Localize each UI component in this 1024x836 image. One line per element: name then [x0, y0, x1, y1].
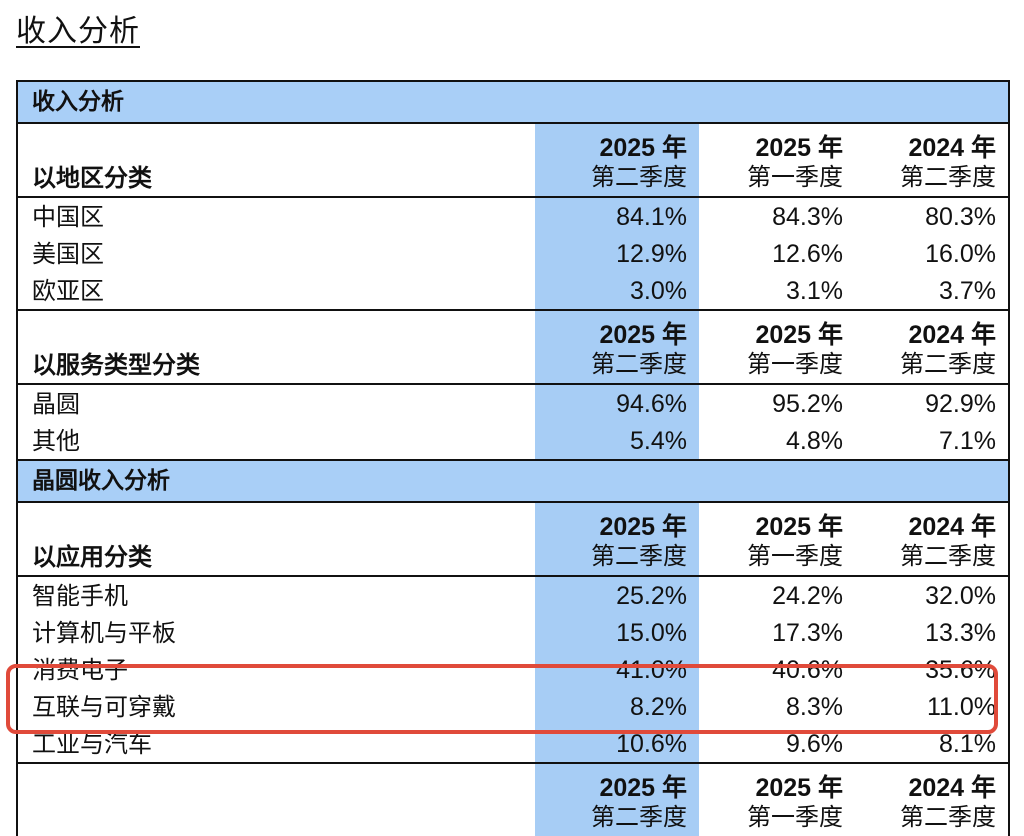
table-row: 智能手机 25.2% 24.2% 32.0% — [17, 575, 1009, 614]
column-header-year: 2025 年 — [755, 134, 843, 162]
column-header-quarter: 第二季度 — [900, 542, 996, 570]
revenue-analysis-table-container: 收入分析 以地区分类 2025 年第二季度 2025 年第一季度 2024 年第二季度中… — [16, 80, 1010, 836]
row-value: 16.0% — [925, 239, 996, 268]
section-title: 收入分析 — [16, 80, 1010, 124]
table-row: 互联与可穿戴 8.2% 8.3% 11.0% — [17, 688, 1009, 725]
row-value: 11.0% — [926, 692, 996, 721]
row-value: 12.9% — [535, 235, 699, 272]
column-header-year: 2025 年 — [755, 513, 843, 541]
column-header-year: 2024 年 — [908, 774, 996, 802]
column-header-quarter: 第一季度 — [747, 803, 843, 831]
column-header-year: 2025 年 — [755, 774, 843, 802]
row-value: 95.2% — [699, 383, 855, 422]
column-header: 2024 年第二季度 — [855, 762, 1009, 836]
column-header-year: 2025 年 — [755, 321, 843, 349]
row-value: 4.8% — [786, 426, 843, 455]
page-title: 收入分析 — [16, 14, 140, 49]
row-value: 41.0% — [535, 651, 699, 688]
row-label: 晶圆 — [17, 383, 535, 422]
group-label: 以应用分类 — [17, 501, 535, 576]
row-value: 40.6% — [772, 655, 843, 684]
column-header-quarter: 第二季度 — [591, 163, 687, 191]
row-value: 84.3% — [699, 196, 855, 235]
column-header-year: 2025 年 — [599, 774, 687, 802]
column-header-year: 2024 年 — [908, 134, 996, 162]
table-row: 计算机与平板 15.0% 17.3% 13.3% — [17, 614, 1009, 651]
column-header-quarter: 第二季度 — [591, 542, 687, 570]
row-label: 互联与可穿戴 — [32, 692, 176, 721]
column-header: 2025 年第二季度 — [535, 762, 699, 836]
column-header-quarter: 第一季度 — [747, 542, 843, 570]
row-value: 3.0% — [535, 272, 699, 310]
column-header: 2024 年第二季度 — [855, 501, 1009, 576]
row-label: 计算机与平板 — [32, 618, 176, 647]
group-header-row: 以应用分类 2025 年第二季度 2025 年第一季度 2024 年第二季度 — [17, 501, 1009, 576]
row-label: 消费电子 — [32, 655, 128, 684]
table-row: 欧亚区 3.0% 3.1% 3.7% — [17, 272, 1009, 310]
row-value: 13.3% — [925, 618, 996, 647]
column-header-quarter: 第一季度 — [747, 350, 843, 378]
column-header-year: 2025 年 — [599, 321, 687, 349]
row-label: 其他 — [32, 426, 80, 455]
section-header-row: 收入分析 — [16, 80, 1010, 124]
column-header: 2024 年第二季度 — [855, 122, 1009, 197]
row-label: 美国区 — [32, 239, 104, 268]
table-row: 其他 5.4% 4.8% 7.1% — [17, 422, 1009, 460]
row-value: 35.6% — [925, 655, 996, 684]
row-value: 92.9% — [855, 383, 1009, 422]
row-value: 3.7% — [939, 276, 996, 305]
column-header-quarter: 第二季度 — [900, 163, 996, 191]
group-header-row: 以地区分类 2025 年第二季度 2025 年第一季度 2024 年第二季度 — [17, 122, 1009, 197]
row-value: 25.2% — [535, 575, 699, 614]
row-label: 中国区 — [17, 196, 535, 235]
revenue-analysis-table: 收入分析 以地区分类 2025 年第二季度 2025 年第一季度 2024 年第二季度中… — [16, 80, 1010, 836]
row-value: 8.2% — [535, 688, 699, 725]
column-header-quarter: 第二季度 — [591, 803, 687, 831]
column-header-quarter: 第二季度 — [900, 803, 996, 831]
group-label — [17, 762, 535, 836]
table-row: 晶圆 94.6% 95.2% 92.9% — [17, 383, 1009, 422]
column-header: 2025 年第一季度 — [699, 122, 855, 197]
section-title: 晶圆收入分析 — [16, 459, 1010, 503]
row-label: 欧亚区 — [32, 276, 104, 305]
row-value: 12.6% — [772, 239, 843, 268]
table-row: 中国区 84.1% 84.3% 80.3% — [17, 196, 1009, 235]
group-label: 以服务类型分类 — [17, 309, 535, 384]
row-value: 8.3% — [786, 692, 843, 721]
column-header: 2025 年第一季度 — [699, 309, 855, 384]
group-header-row: 以服务类型分类 2025 年第二季度 2025 年第一季度 2024 年第二季度 — [17, 309, 1009, 384]
column-header-quarter: 第二季度 — [900, 350, 996, 378]
row-value: 24.2% — [699, 575, 855, 614]
table-row: 消费电子 41.0% 40.6% 35.6% — [17, 651, 1009, 688]
column-header: 2025 年第二季度 — [535, 122, 699, 197]
group-header-row: 2025 年第二季度 2025 年第一季度 2024 年第二季度 — [17, 762, 1009, 836]
column-header-year: 2024 年 — [908, 321, 996, 349]
section-header-row: 晶圆收入分析 — [16, 459, 1010, 503]
table-row: 美国区 12.9% 12.6% 16.0% — [17, 235, 1009, 272]
row-value: 17.3% — [772, 618, 843, 647]
column-header-quarter: 第二季度 — [591, 350, 687, 378]
row-value: 3.1% — [786, 276, 843, 305]
column-header: 2025 年第一季度 — [699, 501, 855, 576]
column-header-year: 2025 年 — [599, 134, 687, 162]
column-header: 2025 年第一季度 — [699, 762, 855, 836]
row-value: 32.0% — [855, 575, 1009, 614]
column-header: 2024 年第二季度 — [855, 309, 1009, 384]
column-header-quarter: 第一季度 — [747, 163, 843, 191]
row-value: 15.0% — [535, 614, 699, 651]
row-label: 智能手机 — [17, 575, 535, 614]
column-header-year: 2025 年 — [599, 513, 687, 541]
row-value: 7.1% — [939, 426, 996, 455]
column-header: 2025 年第二季度 — [535, 309, 699, 384]
row-value: 84.1% — [535, 196, 699, 235]
row-value: 94.6% — [535, 383, 699, 422]
column-header-year: 2024 年 — [908, 513, 996, 541]
row-value: 5.4% — [535, 422, 699, 460]
group-label: 以地区分类 — [17, 122, 535, 197]
row-value: 80.3% — [855, 196, 1009, 235]
column-header: 2025 年第二季度 — [535, 501, 699, 576]
